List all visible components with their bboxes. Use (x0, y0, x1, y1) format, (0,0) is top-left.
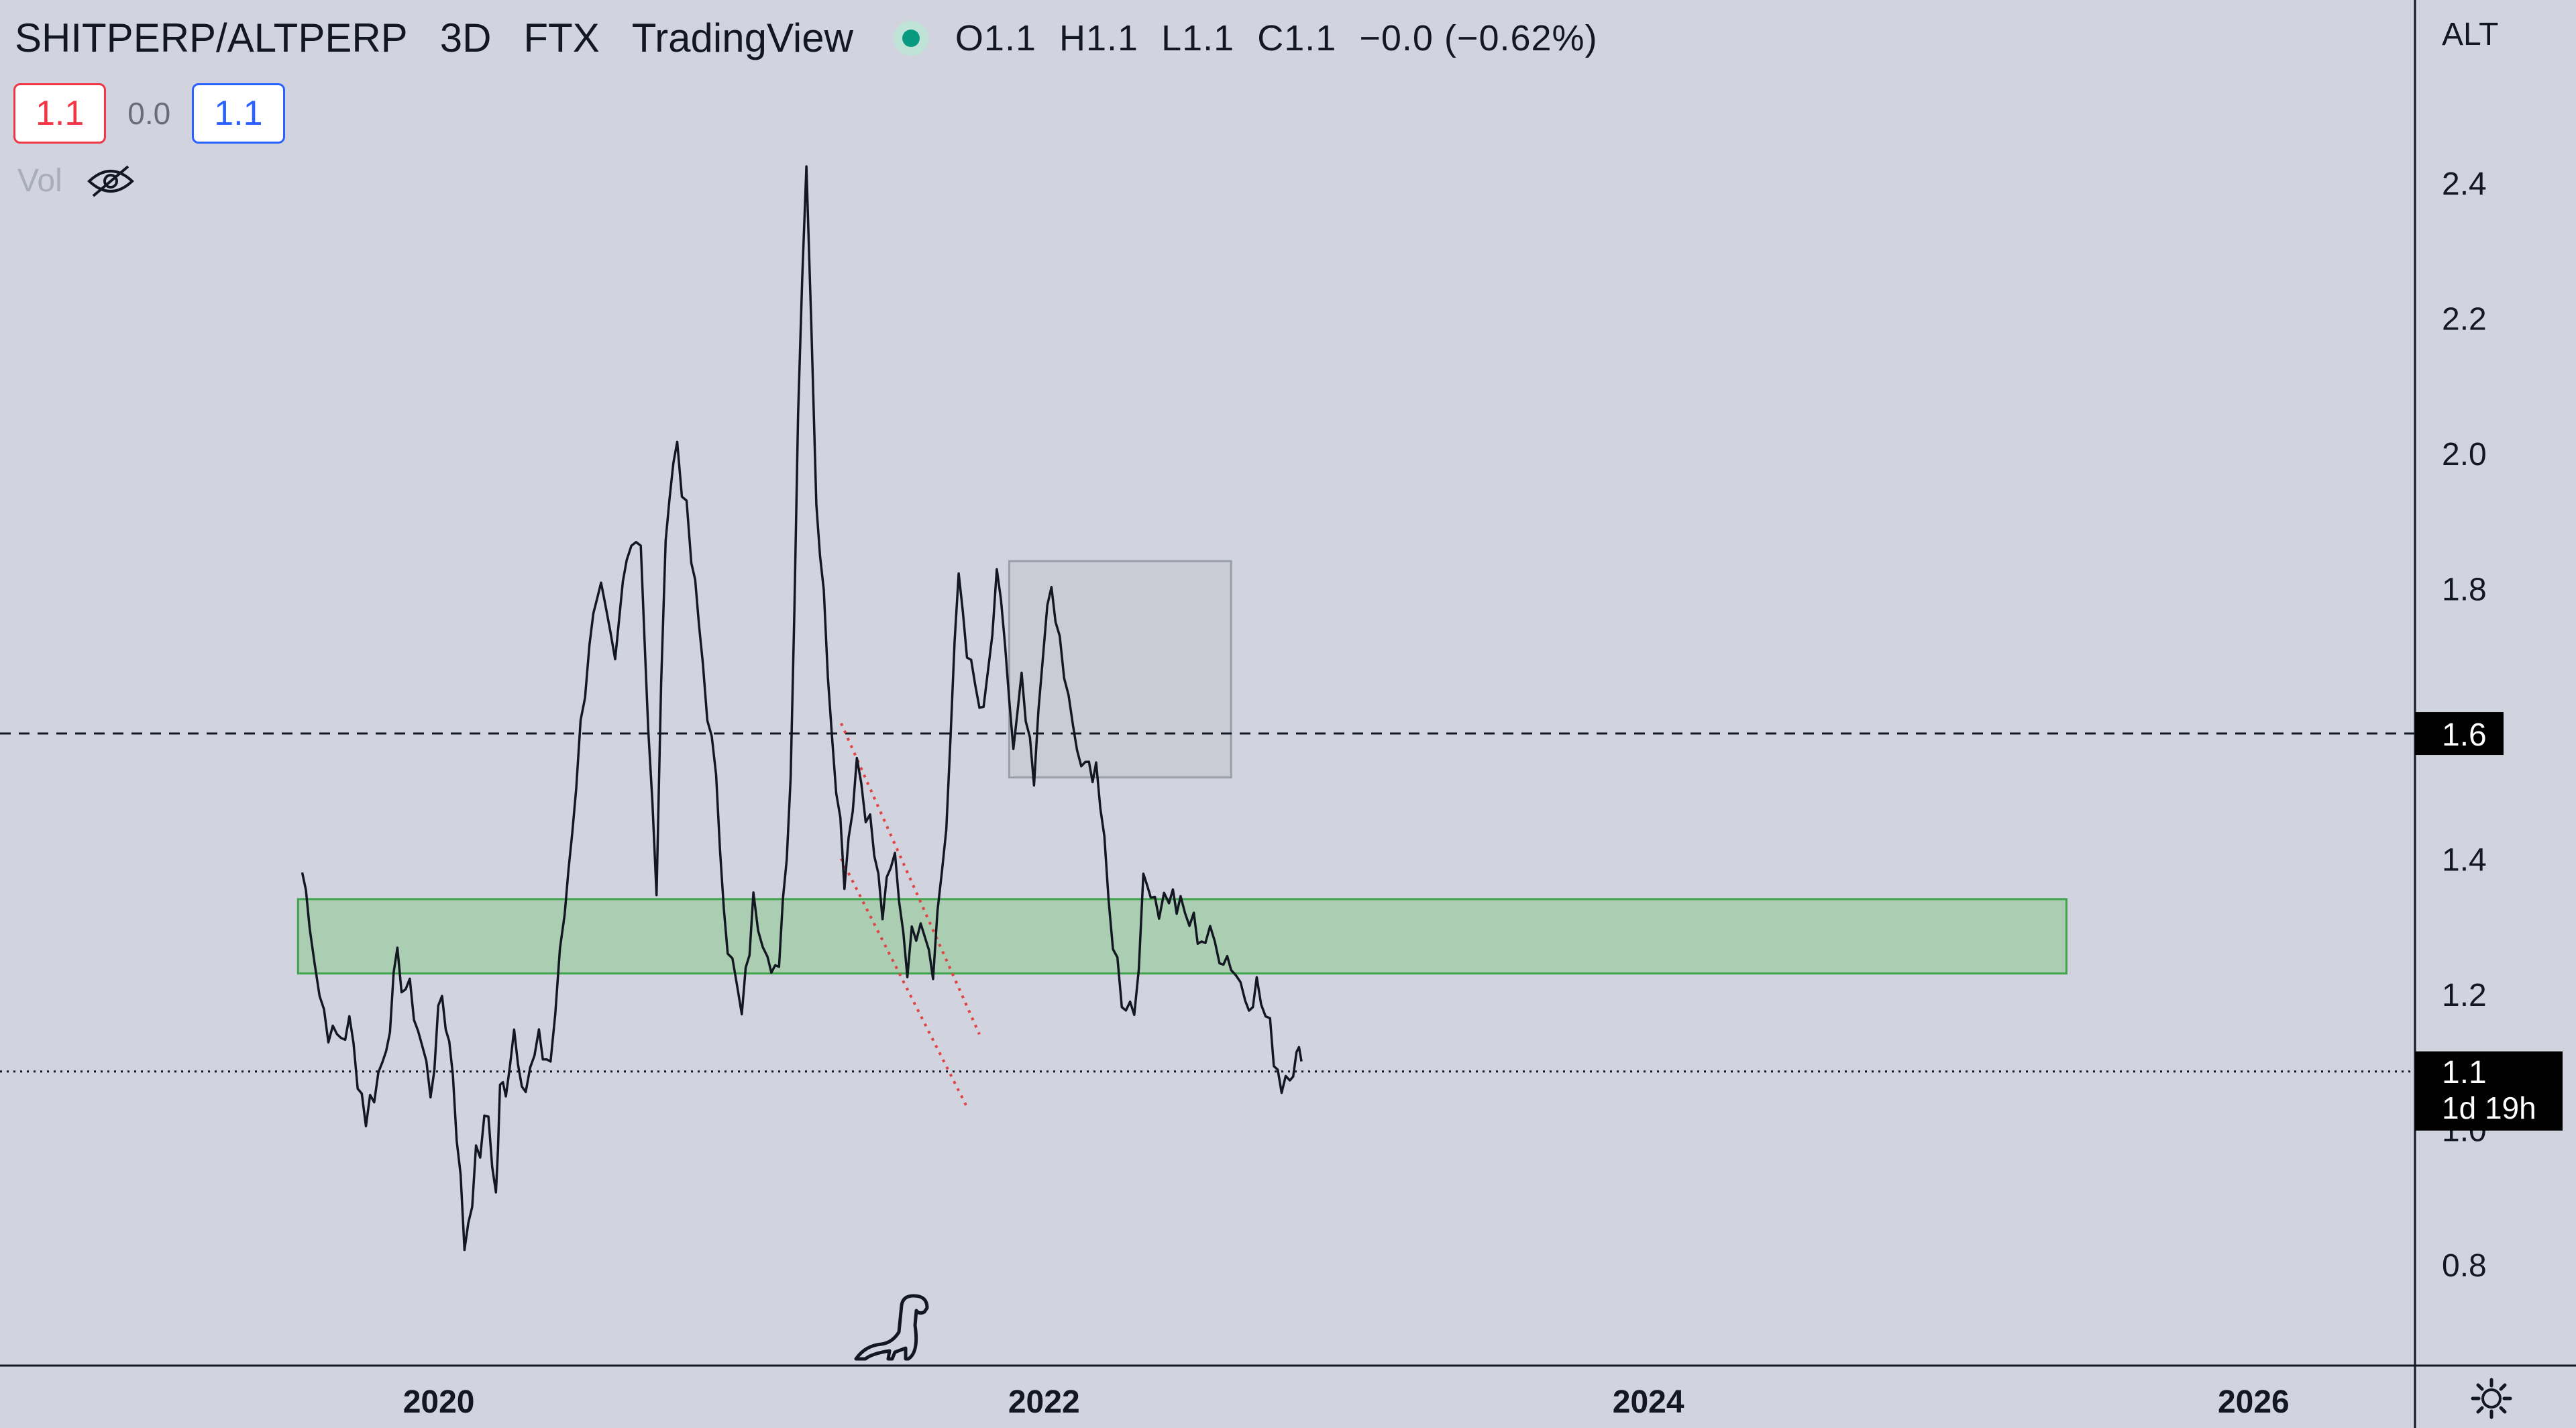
dashed-level-price-label: 1.6 (2442, 717, 2487, 753)
y-tick-label: 1.2 (2442, 978, 2487, 1013)
axis-mode-label[interactable]: ALT (2442, 17, 2499, 52)
volume-indicator-row[interactable]: Vol (17, 162, 135, 199)
support-zone-rectangle[interactable] (297, 898, 2068, 975)
exchange-label: FTX (523, 15, 600, 60)
range-box-rectangle[interactable] (1008, 560, 1232, 779)
low-value: L1.1 (1161, 17, 1235, 58)
y-tick-label: 2.0 (2442, 437, 2487, 472)
high-value: H1.1 (1059, 17, 1139, 58)
trend-line[interactable] (840, 723, 981, 1035)
current-price-label: 1.1 (2442, 1055, 2487, 1090)
y-tick-label: 1.8 (2442, 572, 2487, 607)
close-value: C1.1 (1257, 17, 1337, 58)
buy-button[interactable]: 1.1 (192, 83, 285, 144)
tradingview-logo-icon[interactable] (854, 1294, 929, 1361)
symbol-name[interactable]: SHITPERP/ALTPERP (15, 15, 408, 60)
x-tick-label: 2020 (403, 1384, 475, 1420)
x-tick-label: 2022 (1008, 1384, 1080, 1420)
gear-icon[interactable] (2470, 1377, 2513, 1420)
x-tick-label: 2024 (1613, 1384, 1684, 1420)
volume-label[interactable]: Vol (17, 163, 62, 199)
current-price-tag (2415, 1051, 2563, 1131)
platform-label: TradingView (631, 15, 853, 60)
sell-button[interactable]: 1.1 (13, 83, 107, 144)
price-series-line[interactable] (301, 165, 1303, 1252)
spread-value: 0.0 (127, 96, 171, 131)
trading-buttons: 1.1 0.0 1.1 (13, 83, 285, 144)
change-value: −0.0 (−0.62%) (1359, 17, 1598, 58)
ohlc-values: O1.1 H1.1 L1.1 C1.1 −0.0 (−0.62%) (955, 17, 1610, 59)
y-tick-label: 2.2 (2442, 301, 2487, 337)
dashed-level-price-tag (2415, 712, 2504, 756)
trend-line[interactable] (840, 858, 969, 1110)
open-value: O1.1 (955, 17, 1036, 58)
interval-label[interactable]: 3D (439, 15, 492, 60)
symbol-legend[interactable]: SHITPERP/ALTPERP 3D FTX TradingView O1.1… (15, 15, 1610, 61)
market-status-icon[interactable] (893, 20, 928, 56)
bar-countdown-label: 1d 19h (2442, 1090, 2536, 1125)
y-tick-label: 1.4 (2442, 842, 2487, 878)
x-tick-label: 2026 (2218, 1384, 2290, 1420)
eye-hidden-icon[interactable] (87, 164, 135, 199)
y-tick-label: 0.8 (2442, 1248, 2487, 1284)
y-tick-label: 2.4 (2442, 166, 2487, 202)
